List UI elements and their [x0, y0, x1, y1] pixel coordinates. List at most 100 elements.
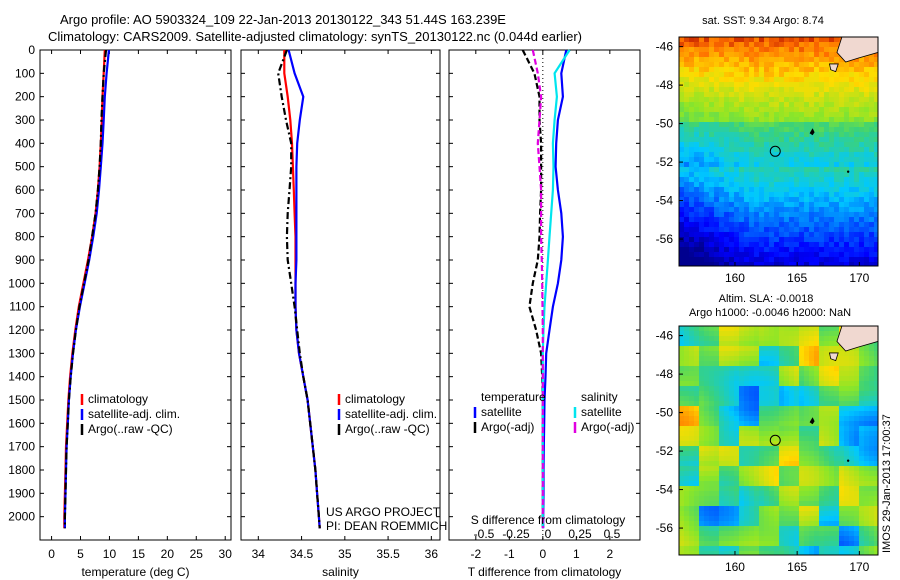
map-cell [709, 147, 715, 153]
map-cell [714, 411, 720, 417]
map-cell [709, 262, 715, 266]
map-cell [799, 242, 805, 248]
map-cell [734, 396, 740, 402]
map-cell [794, 431, 800, 437]
map-cell [814, 436, 820, 442]
map-cell [834, 82, 840, 88]
map-cell [819, 331, 825, 337]
map-cell [749, 351, 755, 357]
map-cell [759, 451, 765, 457]
map-cell [699, 401, 705, 407]
map-cell [789, 421, 795, 427]
map-cell [714, 466, 720, 472]
map-cell [734, 82, 740, 88]
map-cell [779, 516, 785, 522]
map-cell [824, 247, 830, 253]
map-cell [714, 496, 720, 502]
map-cell [819, 147, 825, 153]
map-cell [744, 491, 750, 497]
map-cell [684, 237, 690, 243]
map-cell [729, 481, 735, 487]
map-cell [734, 526, 740, 532]
map-cell [744, 257, 750, 263]
map-x-tick-label: 165 [787, 560, 807, 574]
map-cell [779, 521, 785, 527]
map-cell [704, 536, 710, 542]
map-cell [729, 366, 735, 372]
map-cell [829, 476, 835, 482]
map-cell [754, 177, 760, 183]
map-cell [719, 207, 725, 213]
map-cell [794, 351, 800, 357]
map-cell [714, 426, 720, 432]
map-cell [804, 386, 810, 392]
map-cell [679, 162, 685, 168]
map-cell [849, 526, 855, 532]
map-cell [764, 47, 770, 53]
map-cell [694, 147, 700, 153]
map-cell [824, 257, 830, 263]
map-cell [734, 172, 740, 178]
map-cell [739, 371, 745, 377]
map-cell [864, 481, 870, 487]
map-cell [814, 401, 820, 407]
map-cell [774, 451, 780, 457]
map-cell [759, 182, 765, 188]
map-cell [859, 346, 865, 352]
map-cell [744, 157, 750, 163]
map-cell [799, 426, 805, 432]
map-cell [869, 531, 875, 537]
map-cell [784, 97, 790, 103]
map-cell [849, 62, 855, 68]
map-cell [754, 351, 760, 357]
map-cell [854, 406, 860, 412]
map-cell [774, 416, 780, 422]
map-cell [679, 172, 685, 178]
map-cell [779, 481, 785, 487]
map-cell [869, 57, 875, 63]
map-cell [779, 526, 785, 532]
map-cell [829, 217, 835, 223]
map-cell [849, 411, 855, 417]
map-cell [699, 326, 705, 332]
map-cell [729, 37, 735, 43]
map-cell [859, 67, 865, 73]
map-cell [784, 152, 790, 158]
map-cell [749, 172, 755, 178]
map-cell [804, 102, 810, 108]
map-cell [724, 386, 730, 392]
map-cell [844, 371, 850, 377]
map-cell [794, 167, 800, 173]
map-cell [709, 192, 715, 198]
map-cell [679, 366, 685, 372]
map-cell [844, 451, 850, 457]
map-cell [844, 461, 850, 467]
map-cell [799, 471, 805, 477]
map-cell [749, 511, 755, 517]
y-tick-label: 1300 [8, 346, 35, 360]
map-cell [814, 142, 820, 148]
map-cell [804, 52, 810, 58]
map-cell [874, 366, 878, 372]
map-cell [714, 72, 720, 78]
map-cell [814, 157, 820, 163]
map-cell [869, 217, 875, 223]
map-cell [809, 326, 815, 332]
map-cell [729, 167, 735, 173]
map-cell [839, 127, 845, 133]
island-marker [809, 417, 815, 425]
map-cell [724, 471, 730, 477]
map-cell [859, 381, 865, 387]
map-cell [824, 167, 830, 173]
map-cell [829, 42, 835, 48]
map-cell [829, 197, 835, 203]
map-cell [694, 237, 700, 243]
map-cell [814, 516, 820, 522]
map-cell [824, 546, 830, 552]
map-cell [694, 516, 700, 522]
map-cell [724, 122, 730, 128]
map-cell [714, 371, 720, 377]
map-cell [869, 381, 875, 387]
map-cell [734, 102, 740, 108]
map-cell [844, 242, 850, 248]
